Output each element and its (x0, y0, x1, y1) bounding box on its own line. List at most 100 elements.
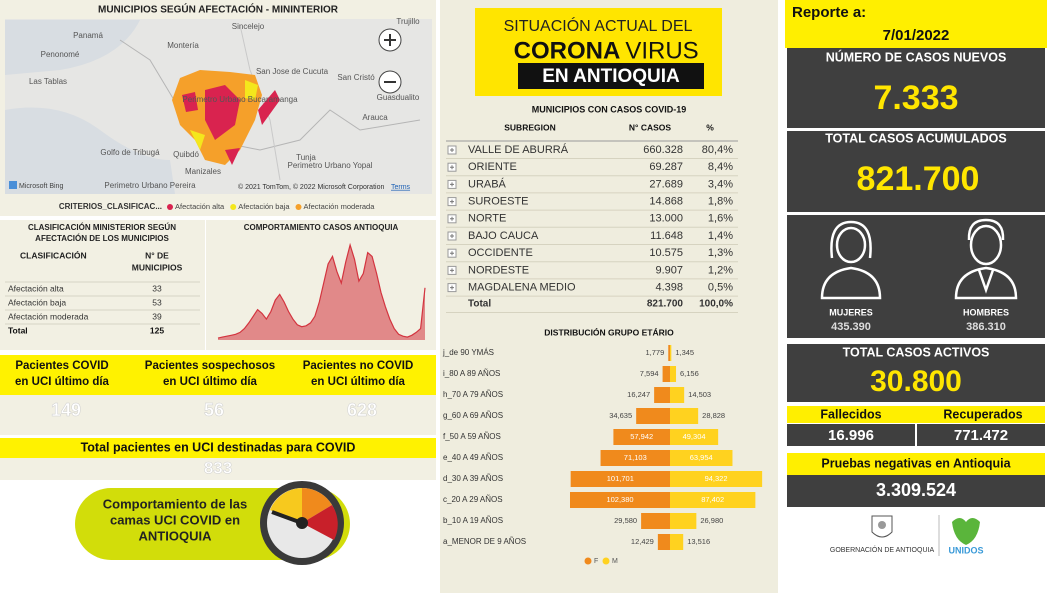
expand-icon[interactable] (450, 182, 454, 187)
legend-dot (602, 557, 610, 565)
age-bar (613, 429, 670, 445)
map-copyright: © 2021 TomTom, © 2022 Microsoft Corporat… (238, 183, 384, 191)
expand-icon[interactable] (450, 165, 454, 170)
woman-icon (820, 220, 882, 300)
report-date-box (785, 0, 1047, 48)
map-provider: Microsoft Bing (19, 183, 63, 190)
map-label: Sincelejo (232, 22, 265, 31)
age-value-label: 94,322 (705, 474, 728, 483)
recovered-value: 771.472 (954, 427, 1008, 444)
age-label: e_40 A 49 AÑOS (443, 453, 503, 462)
age-title: DISTRIBUCIÓN GRUPO ETÁRIO (544, 326, 674, 337)
age-label: h_70 A 79 AÑOS (443, 390, 503, 399)
uci-total-value: 833 (204, 458, 232, 477)
legend-label: Afectación baja (238, 202, 290, 211)
legend-label: M (612, 558, 618, 565)
unidos-name: UNIDOS (948, 545, 983, 555)
subregion-pct: 8,4% (708, 161, 733, 173)
expand-icon[interactable] (450, 148, 454, 152)
age-label: c_20 A 29 AÑOS (443, 495, 503, 504)
age-bar (670, 429, 719, 445)
trend-title: COMPORTAMIENTO CASOS ANTIOQUIA (244, 223, 399, 232)
expand-icon[interactable] (450, 285, 454, 290)
map-title: MUNICIPIOS SEGÚN AFECTACIÓN - MININTERIO… (98, 3, 339, 16)
subregion-pct: 0,5% (708, 282, 733, 294)
age-bar (600, 450, 670, 466)
map-label: Penonomé (41, 50, 80, 59)
uci-label: en UCI último día (15, 376, 110, 388)
subregion-name: BAJO CAUCA (468, 230, 539, 242)
map-label: Perimetro Urbano Pereira (104, 181, 196, 190)
age-value-label: 14,503 (688, 390, 711, 399)
age-value-label: 63,954 (690, 453, 713, 462)
subregion-pct: 100,0% (699, 299, 733, 310)
button-label[interactable]: ANTIOQUIA (139, 528, 213, 543)
banner-strip (518, 63, 704, 89)
class-header: CLASIFICACIÓN (20, 249, 87, 260)
legend-title: CRITERIOS_CLASIFICAC... (59, 202, 162, 211)
age-label: i_80 A 89 AÑOS (443, 369, 500, 378)
expand-icon[interactable] (450, 199, 454, 204)
map-label: San Jose de Cucuta (256, 67, 329, 76)
map-label: Tunja (296, 153, 316, 162)
subregion-name: Total (468, 299, 491, 310)
uci-labels-band (0, 355, 436, 395)
subregion-name: URABÁ (468, 177, 507, 190)
age-bar (670, 534, 684, 550)
subregion-cases: 4.398 (655, 282, 683, 294)
kpi-value: 821.700 (857, 160, 980, 198)
area-line (217, 242, 426, 339)
map-label: Quibdó (173, 150, 199, 159)
subregion-cases: 10.575 (649, 247, 683, 259)
deaths-label: Fallecidos (820, 407, 881, 421)
expand-icon[interactable] (450, 216, 454, 221)
uci-values-band (0, 395, 436, 435)
legend-label: Afectación moderada (304, 202, 376, 211)
kpi-label: TOTAL CASOS ACTIVOS (843, 345, 990, 359)
outcome-labels (787, 406, 1045, 423)
expand-icon[interactable] (450, 251, 454, 256)
subregion-header: N° CASOS (629, 122, 671, 132)
uci-value: 149 (51, 400, 81, 420)
age-bar (670, 408, 699, 424)
subregion-name: NORDESTE (468, 264, 529, 276)
bing-logo (9, 181, 17, 189)
button-label[interactable]: Comportamiento de las (103, 496, 247, 511)
subregion-cases: 660.328 (643, 144, 683, 156)
age-value-label: 1,779 (645, 348, 664, 357)
zoom-out[interactable] (378, 70, 402, 94)
report-label: Reporte a: (792, 4, 866, 21)
map-label: San Cristó (337, 73, 375, 82)
deaths-box (787, 424, 915, 446)
age-value-label: 16,247 (627, 390, 650, 399)
uci-label: Pacientes sospechosos (145, 360, 275, 372)
subregion-pct: 1,8% (708, 196, 733, 208)
expand-icon[interactable] (450, 234, 454, 238)
subregion-cases: 9.907 (655, 264, 683, 276)
map-label: Manizales (185, 167, 221, 176)
age-bar (668, 345, 670, 361)
legend-label: Afectación alta (175, 202, 225, 211)
map-label: Perimetro Urbano Yopal (288, 161, 373, 170)
uci-total-band (0, 438, 436, 458)
banner-corona: CORONA (514, 37, 621, 64)
expand-icon[interactable] (450, 268, 454, 273)
zoom-in[interactable] (378, 28, 402, 52)
count-header: N° DE (145, 250, 169, 260)
age-label: b_10 A 19 AÑOS (443, 516, 503, 525)
age-bar (636, 408, 670, 424)
subregion-header: SUBREGION (504, 122, 555, 132)
legend-dot (584, 557, 592, 565)
class-count: 39 (152, 311, 162, 321)
map-terms[interactable]: Terms (391, 184, 411, 191)
button-label[interactable]: camas UCI COVID en (110, 512, 240, 527)
subregion-name: OCCIDENTE (468, 247, 533, 259)
map-label: Guasdualito (377, 93, 420, 102)
uci-label: Pacientes COVID (15, 360, 108, 372)
age-value-label: 7,594 (640, 369, 659, 378)
uci-total-value-band (0, 458, 436, 480)
legend-label: F (594, 558, 598, 565)
map-label: Trujillo (396, 17, 420, 26)
age-label: g_60 A 69 AÑOS (443, 411, 503, 420)
